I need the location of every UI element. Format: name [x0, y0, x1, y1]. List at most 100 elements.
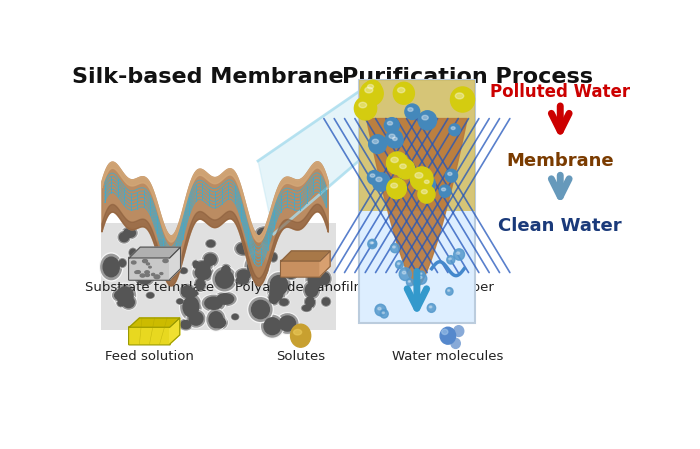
Ellipse shape: [134, 271, 155, 286]
Ellipse shape: [156, 241, 164, 251]
Ellipse shape: [237, 270, 250, 280]
Ellipse shape: [439, 185, 451, 197]
Ellipse shape: [393, 82, 414, 104]
Ellipse shape: [165, 264, 176, 277]
Ellipse shape: [147, 266, 163, 276]
Ellipse shape: [167, 259, 178, 274]
Ellipse shape: [364, 80, 382, 98]
Ellipse shape: [152, 273, 155, 276]
Ellipse shape: [306, 264, 314, 271]
Ellipse shape: [270, 253, 276, 261]
Ellipse shape: [207, 241, 215, 247]
Ellipse shape: [306, 269, 325, 290]
Ellipse shape: [235, 242, 253, 255]
Ellipse shape: [270, 252, 277, 262]
Ellipse shape: [398, 88, 405, 93]
Ellipse shape: [298, 253, 317, 275]
Ellipse shape: [202, 251, 219, 268]
Ellipse shape: [255, 226, 275, 239]
Ellipse shape: [122, 227, 137, 239]
Ellipse shape: [370, 242, 372, 244]
Text: Substrate template: Substrate template: [85, 282, 214, 295]
Ellipse shape: [137, 273, 152, 284]
FancyBboxPatch shape: [358, 80, 475, 211]
Ellipse shape: [395, 260, 403, 269]
Ellipse shape: [146, 263, 149, 265]
Ellipse shape: [121, 227, 138, 239]
Ellipse shape: [194, 260, 212, 272]
Ellipse shape: [166, 266, 175, 273]
Ellipse shape: [214, 291, 237, 306]
Ellipse shape: [407, 278, 414, 286]
Ellipse shape: [278, 298, 290, 307]
Ellipse shape: [162, 261, 179, 281]
Ellipse shape: [321, 297, 330, 306]
Ellipse shape: [258, 228, 272, 237]
Ellipse shape: [455, 93, 463, 99]
Ellipse shape: [136, 271, 140, 273]
Ellipse shape: [120, 295, 136, 310]
Ellipse shape: [232, 314, 239, 320]
Ellipse shape: [115, 291, 129, 300]
Ellipse shape: [456, 252, 460, 254]
Ellipse shape: [421, 189, 427, 194]
Ellipse shape: [393, 137, 397, 141]
Ellipse shape: [180, 292, 202, 321]
Ellipse shape: [269, 252, 278, 263]
Ellipse shape: [293, 330, 302, 335]
Ellipse shape: [99, 253, 122, 281]
Ellipse shape: [391, 243, 399, 253]
Ellipse shape: [307, 265, 313, 270]
Ellipse shape: [146, 292, 155, 298]
Ellipse shape: [180, 284, 195, 299]
Ellipse shape: [188, 289, 200, 298]
Ellipse shape: [268, 282, 285, 303]
Ellipse shape: [376, 177, 382, 181]
Ellipse shape: [448, 172, 452, 176]
Ellipse shape: [321, 297, 331, 307]
Ellipse shape: [270, 276, 288, 295]
Ellipse shape: [167, 266, 174, 272]
Ellipse shape: [389, 134, 395, 138]
FancyBboxPatch shape: [281, 260, 321, 277]
Ellipse shape: [207, 309, 225, 330]
Ellipse shape: [419, 276, 422, 278]
Ellipse shape: [252, 240, 260, 249]
Ellipse shape: [189, 312, 203, 325]
Ellipse shape: [155, 240, 166, 253]
Ellipse shape: [222, 266, 230, 275]
Ellipse shape: [249, 298, 272, 321]
Ellipse shape: [446, 288, 453, 295]
Ellipse shape: [113, 283, 136, 308]
Ellipse shape: [179, 267, 188, 274]
Polygon shape: [169, 318, 180, 344]
Ellipse shape: [305, 283, 318, 297]
Ellipse shape: [237, 243, 251, 254]
Ellipse shape: [386, 152, 408, 174]
Ellipse shape: [179, 283, 195, 300]
Ellipse shape: [424, 180, 429, 184]
Ellipse shape: [427, 304, 435, 313]
Ellipse shape: [220, 264, 232, 277]
Ellipse shape: [119, 260, 125, 266]
Ellipse shape: [451, 87, 475, 112]
Ellipse shape: [421, 177, 435, 191]
Ellipse shape: [202, 295, 225, 311]
Ellipse shape: [398, 263, 400, 264]
Ellipse shape: [121, 295, 136, 309]
Ellipse shape: [190, 290, 197, 296]
Ellipse shape: [390, 134, 403, 148]
Ellipse shape: [193, 260, 213, 273]
Ellipse shape: [206, 308, 226, 331]
Ellipse shape: [369, 135, 386, 154]
Text: Clean Water: Clean Water: [498, 217, 622, 235]
Ellipse shape: [451, 339, 461, 348]
Ellipse shape: [276, 313, 299, 334]
Ellipse shape: [179, 319, 193, 330]
Text: Silk nanofiber: Silk nanofiber: [402, 282, 493, 295]
Ellipse shape: [118, 231, 130, 243]
Ellipse shape: [193, 260, 200, 269]
Ellipse shape: [449, 124, 461, 136]
Ellipse shape: [155, 239, 167, 254]
Ellipse shape: [368, 239, 377, 249]
